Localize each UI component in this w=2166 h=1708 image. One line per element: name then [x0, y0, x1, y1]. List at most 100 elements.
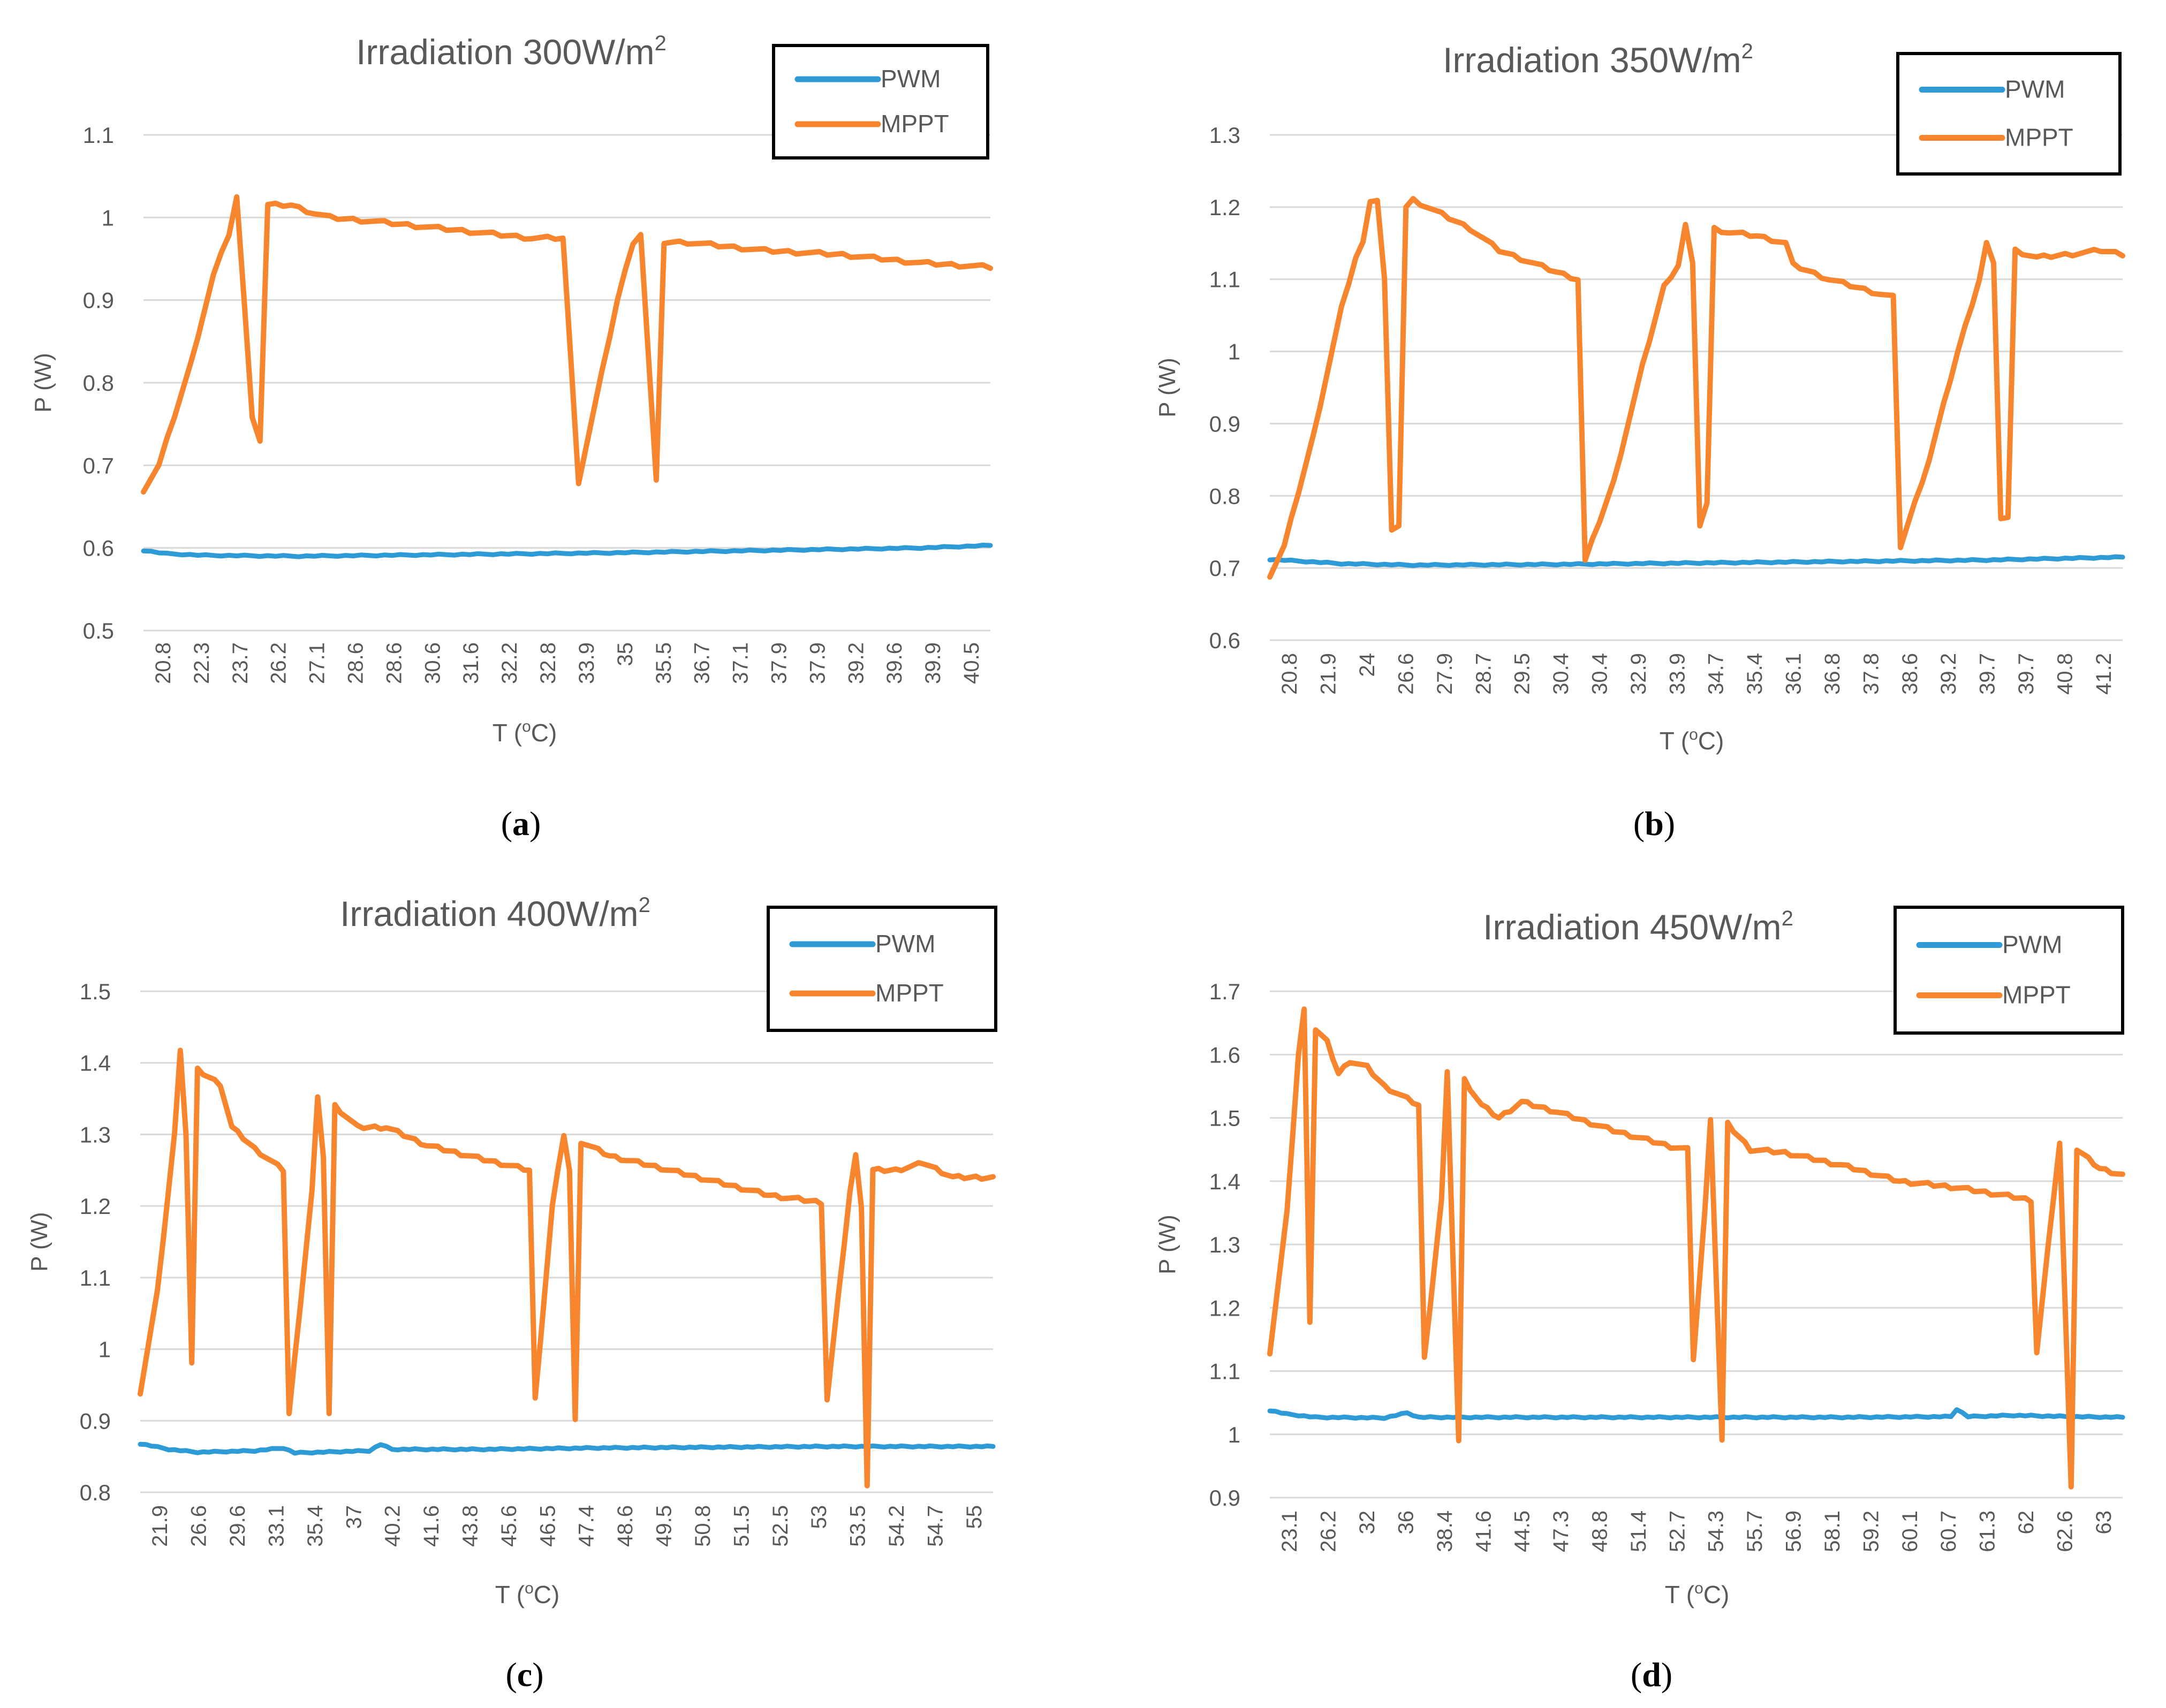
- panel-caption-close: ): [529, 804, 541, 842]
- x-tick-label: 47.4: [575, 1505, 599, 1547]
- x-tick-label: 62: [2014, 1510, 2038, 1535]
- x-tick-label: 20.8: [152, 642, 175, 684]
- x-tick-label: 36: [1394, 1510, 1418, 1535]
- x-tick-label: 51.4: [1627, 1510, 1650, 1552]
- x-tick-label: 41.6: [420, 1505, 443, 1547]
- y-tick-label: 1.4: [1209, 1169, 1240, 1194]
- x-tick-label: 52.5: [769, 1505, 792, 1547]
- x-tick-label: 53: [807, 1505, 831, 1529]
- x-axis-label-end: C): [1698, 727, 1724, 755]
- y-tick-label: 1.7: [1209, 979, 1240, 1004]
- panel-caption-open: (: [1633, 804, 1645, 842]
- panel-caption-open: (: [501, 804, 512, 842]
- legend-label-pwm: PWM: [2005, 75, 2065, 103]
- x-tick-label: 50.8: [691, 1505, 715, 1547]
- x-tick-label: 20.8: [1278, 653, 1301, 695]
- x-tick-label: 34.7: [1705, 653, 1728, 695]
- x-tick-label: 55: [963, 1505, 986, 1529]
- x-tick-label: 38.6: [1898, 653, 1922, 695]
- y-tick-label: 1: [1228, 1422, 1240, 1447]
- x-tick-label: 30.4: [1588, 653, 1611, 695]
- y-tick-label: 0.8: [1209, 483, 1240, 508]
- panel-caption: (c): [505, 1656, 543, 1694]
- x-tick-label: 21.9: [1317, 653, 1341, 695]
- legend-box: [1896, 52, 2122, 176]
- y-tick-label: 1.2: [80, 1194, 111, 1219]
- x-tick-label: 39.2: [844, 642, 868, 684]
- x-tick-label: 26.6: [1394, 653, 1418, 695]
- x-tick-label: 32.8: [536, 642, 560, 684]
- x-tick-label: 39.9: [921, 642, 945, 684]
- legend-box: [767, 906, 997, 1032]
- x-axis-label-sup: o: [1689, 726, 1698, 743]
- y-tick-label: 0.9: [83, 288, 114, 313]
- chart-title-main: Irradiation 300W/m: [356, 32, 655, 72]
- chart-title: Irradiation 300W/m2: [356, 32, 667, 72]
- y-tick-label: 1.6: [1209, 1042, 1240, 1067]
- x-tick-label: 33.9: [1665, 653, 1689, 695]
- panel-caption-letter: b: [1645, 804, 1664, 842]
- x-tick-label: 55.7: [1743, 1510, 1767, 1552]
- chart-title: Irradiation 350W/m2: [1443, 40, 1753, 80]
- x-tick-label: 35.4: [304, 1505, 327, 1547]
- y-tick-label: 1.5: [1209, 1106, 1240, 1131]
- x-tick-label: 30.6: [421, 642, 444, 684]
- x-tick-label: 32: [1355, 1510, 1379, 1535]
- y-tick-label: 0.9: [80, 1408, 111, 1433]
- x-tick-label: 49.5: [653, 1505, 676, 1547]
- chart-title-sup: 2: [639, 893, 650, 917]
- x-tick-label: 29.5: [1511, 653, 1534, 695]
- x-axis-label: T (oC): [495, 1580, 560, 1608]
- x-axis-label-main: T (: [495, 1581, 525, 1608]
- x-tick-label: 38.4: [1433, 1510, 1457, 1552]
- y-tick-label: 1.1: [1209, 1359, 1240, 1384]
- x-axis-label-main: T (: [1665, 1581, 1695, 1608]
- x-tick-label: 26.2: [1317, 1510, 1341, 1552]
- x-tick-label: 40.5: [960, 642, 983, 684]
- x-tick-label: 35: [614, 642, 637, 666]
- x-axis-label: T (oC): [1665, 1580, 1730, 1608]
- legend-box: [772, 44, 989, 160]
- series-line-mppt: [1267, 1006, 2125, 1490]
- legend-label-mppt: MPPT: [2005, 124, 2073, 151]
- x-tick-label: 37.8: [1859, 653, 1883, 695]
- panel-caption: (d): [1631, 1656, 1672, 1694]
- y-tick-label: 1.1: [83, 123, 114, 148]
- y-tick-label: 0.9: [1209, 411, 1240, 436]
- legend-label-pwm: PWM: [2002, 931, 2062, 959]
- y-tick-label: 1.1: [80, 1265, 111, 1291]
- x-axis-label-end: C): [1703, 1581, 1730, 1608]
- x-tick-label: 53.5: [846, 1505, 870, 1547]
- x-axis-label-sup: o: [525, 1580, 534, 1597]
- x-tick-label: 61.3: [1976, 1510, 2000, 1552]
- panel-caption-close: ): [1661, 1656, 1672, 1694]
- x-tick-label: 27.1: [306, 642, 329, 684]
- chart-title-sup: 2: [1782, 907, 1793, 930]
- x-tick-label: 39.2: [1937, 653, 1960, 695]
- x-tick-label: 36.8: [1821, 653, 1844, 695]
- legend-label-pwm: PWM: [881, 65, 941, 93]
- x-tick-label: 48.8: [1588, 1510, 1611, 1552]
- x-tick-label: 31.6: [459, 642, 483, 684]
- x-tick-label: 62.6: [2053, 1510, 2077, 1552]
- x-tick-label: 60.1: [1898, 1510, 1922, 1552]
- series-line-mppt: [138, 1047, 996, 1489]
- x-tick-label: 45.6: [497, 1505, 521, 1547]
- y-tick-label: 1.2: [1209, 195, 1240, 220]
- x-tick-label: 37.9: [806, 642, 829, 684]
- y-tick-label: 0.8: [80, 1480, 111, 1505]
- x-axis-label-sup: o: [522, 718, 531, 735]
- x-tick-label: 32.2: [498, 642, 521, 684]
- y-tick-label: 1.3: [1209, 123, 1240, 148]
- x-tick-label: 33.1: [264, 1505, 288, 1547]
- x-tick-label: 39.7: [2014, 653, 2038, 695]
- panel-caption-letter: d: [1642, 1656, 1661, 1694]
- x-tick-label: 22.3: [190, 642, 214, 684]
- chart-title-main: Irradiation 450W/m: [1483, 907, 1782, 947]
- chart-title-sup: 2: [1741, 40, 1753, 63]
- x-tick-label: 23.7: [229, 642, 252, 684]
- y-tick-label: 0.6: [1209, 628, 1240, 653]
- panel-caption-letter: a: [512, 804, 529, 842]
- x-tick-label: 44.5: [1511, 1510, 1534, 1552]
